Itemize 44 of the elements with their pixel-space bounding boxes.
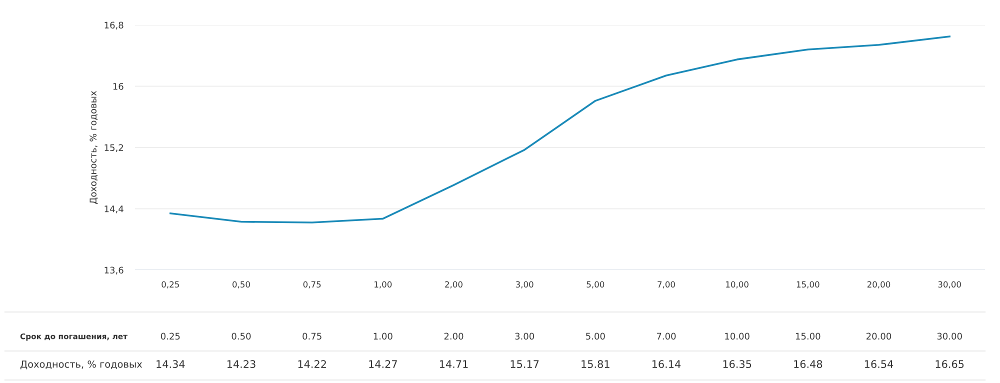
line-series bbox=[170, 36, 950, 224]
data-label: 14.71 bbox=[440, 360, 468, 368]
x-tick-label: 10,00 bbox=[726, 281, 748, 288]
text: 20.00 bbox=[866, 332, 892, 340]
y-tick-label: 14,4 bbox=[104, 206, 124, 214]
data-label: 14.34 bbox=[156, 360, 185, 368]
x-tick-label: 5,00 bbox=[586, 281, 604, 288]
data-label: 15.81 bbox=[582, 360, 610, 368]
text: 0.75 bbox=[302, 332, 322, 340]
data-label: 16.14 bbox=[652, 360, 681, 368]
text: 0.25 bbox=[160, 332, 180, 340]
data-label: 16.54 bbox=[864, 360, 894, 368]
x-tick-label: 0,75 bbox=[303, 281, 321, 288]
x-tick-label: 15,00 bbox=[796, 281, 820, 288]
y-tick-label: 16 bbox=[113, 82, 124, 90]
data-label: 16.48 bbox=[794, 360, 822, 368]
text: Доходность, % годовых bbox=[20, 360, 142, 370]
data-label: 14.23 bbox=[227, 360, 256, 368]
x-tick-label: 2,00 bbox=[445, 281, 462, 288]
text: 30.00 bbox=[937, 332, 962, 340]
text: 7.00 bbox=[656, 332, 676, 340]
text: 0.50 bbox=[232, 332, 251, 340]
y-axis-title: Доходность, % годовых bbox=[90, 90, 98, 204]
x-tick-label: 0,25 bbox=[162, 281, 179, 288]
data-label: 15.17 bbox=[510, 360, 539, 368]
text: 1.00 bbox=[374, 332, 392, 340]
y-tick-label: 15,2 bbox=[104, 144, 123, 152]
x-tick-label: 7,00 bbox=[658, 281, 675, 288]
text: 5.00 bbox=[586, 332, 605, 340]
text: 2.00 bbox=[444, 332, 464, 340]
x-tick-label: 0,50 bbox=[232, 281, 250, 288]
data-label: 14.22 bbox=[298, 360, 326, 368]
data-label: 14.27 bbox=[369, 360, 397, 368]
text: 3.00 bbox=[515, 332, 534, 340]
y-tick-label: 13,6 bbox=[104, 266, 124, 274]
x-tick-label: 3,00 bbox=[516, 281, 534, 288]
data-label: 16.65 bbox=[936, 360, 964, 368]
data-label: 16.35 bbox=[723, 360, 752, 368]
x-tick-label: 30,00 bbox=[938, 281, 961, 288]
x-tick-label: 1,00 bbox=[374, 281, 392, 288]
text: 10.00 bbox=[725, 332, 750, 340]
text: 15.00 bbox=[796, 332, 820, 340]
y-tick-label: 16,8 bbox=[104, 22, 124, 30]
x-tick-label: 20,00 bbox=[867, 281, 890, 288]
